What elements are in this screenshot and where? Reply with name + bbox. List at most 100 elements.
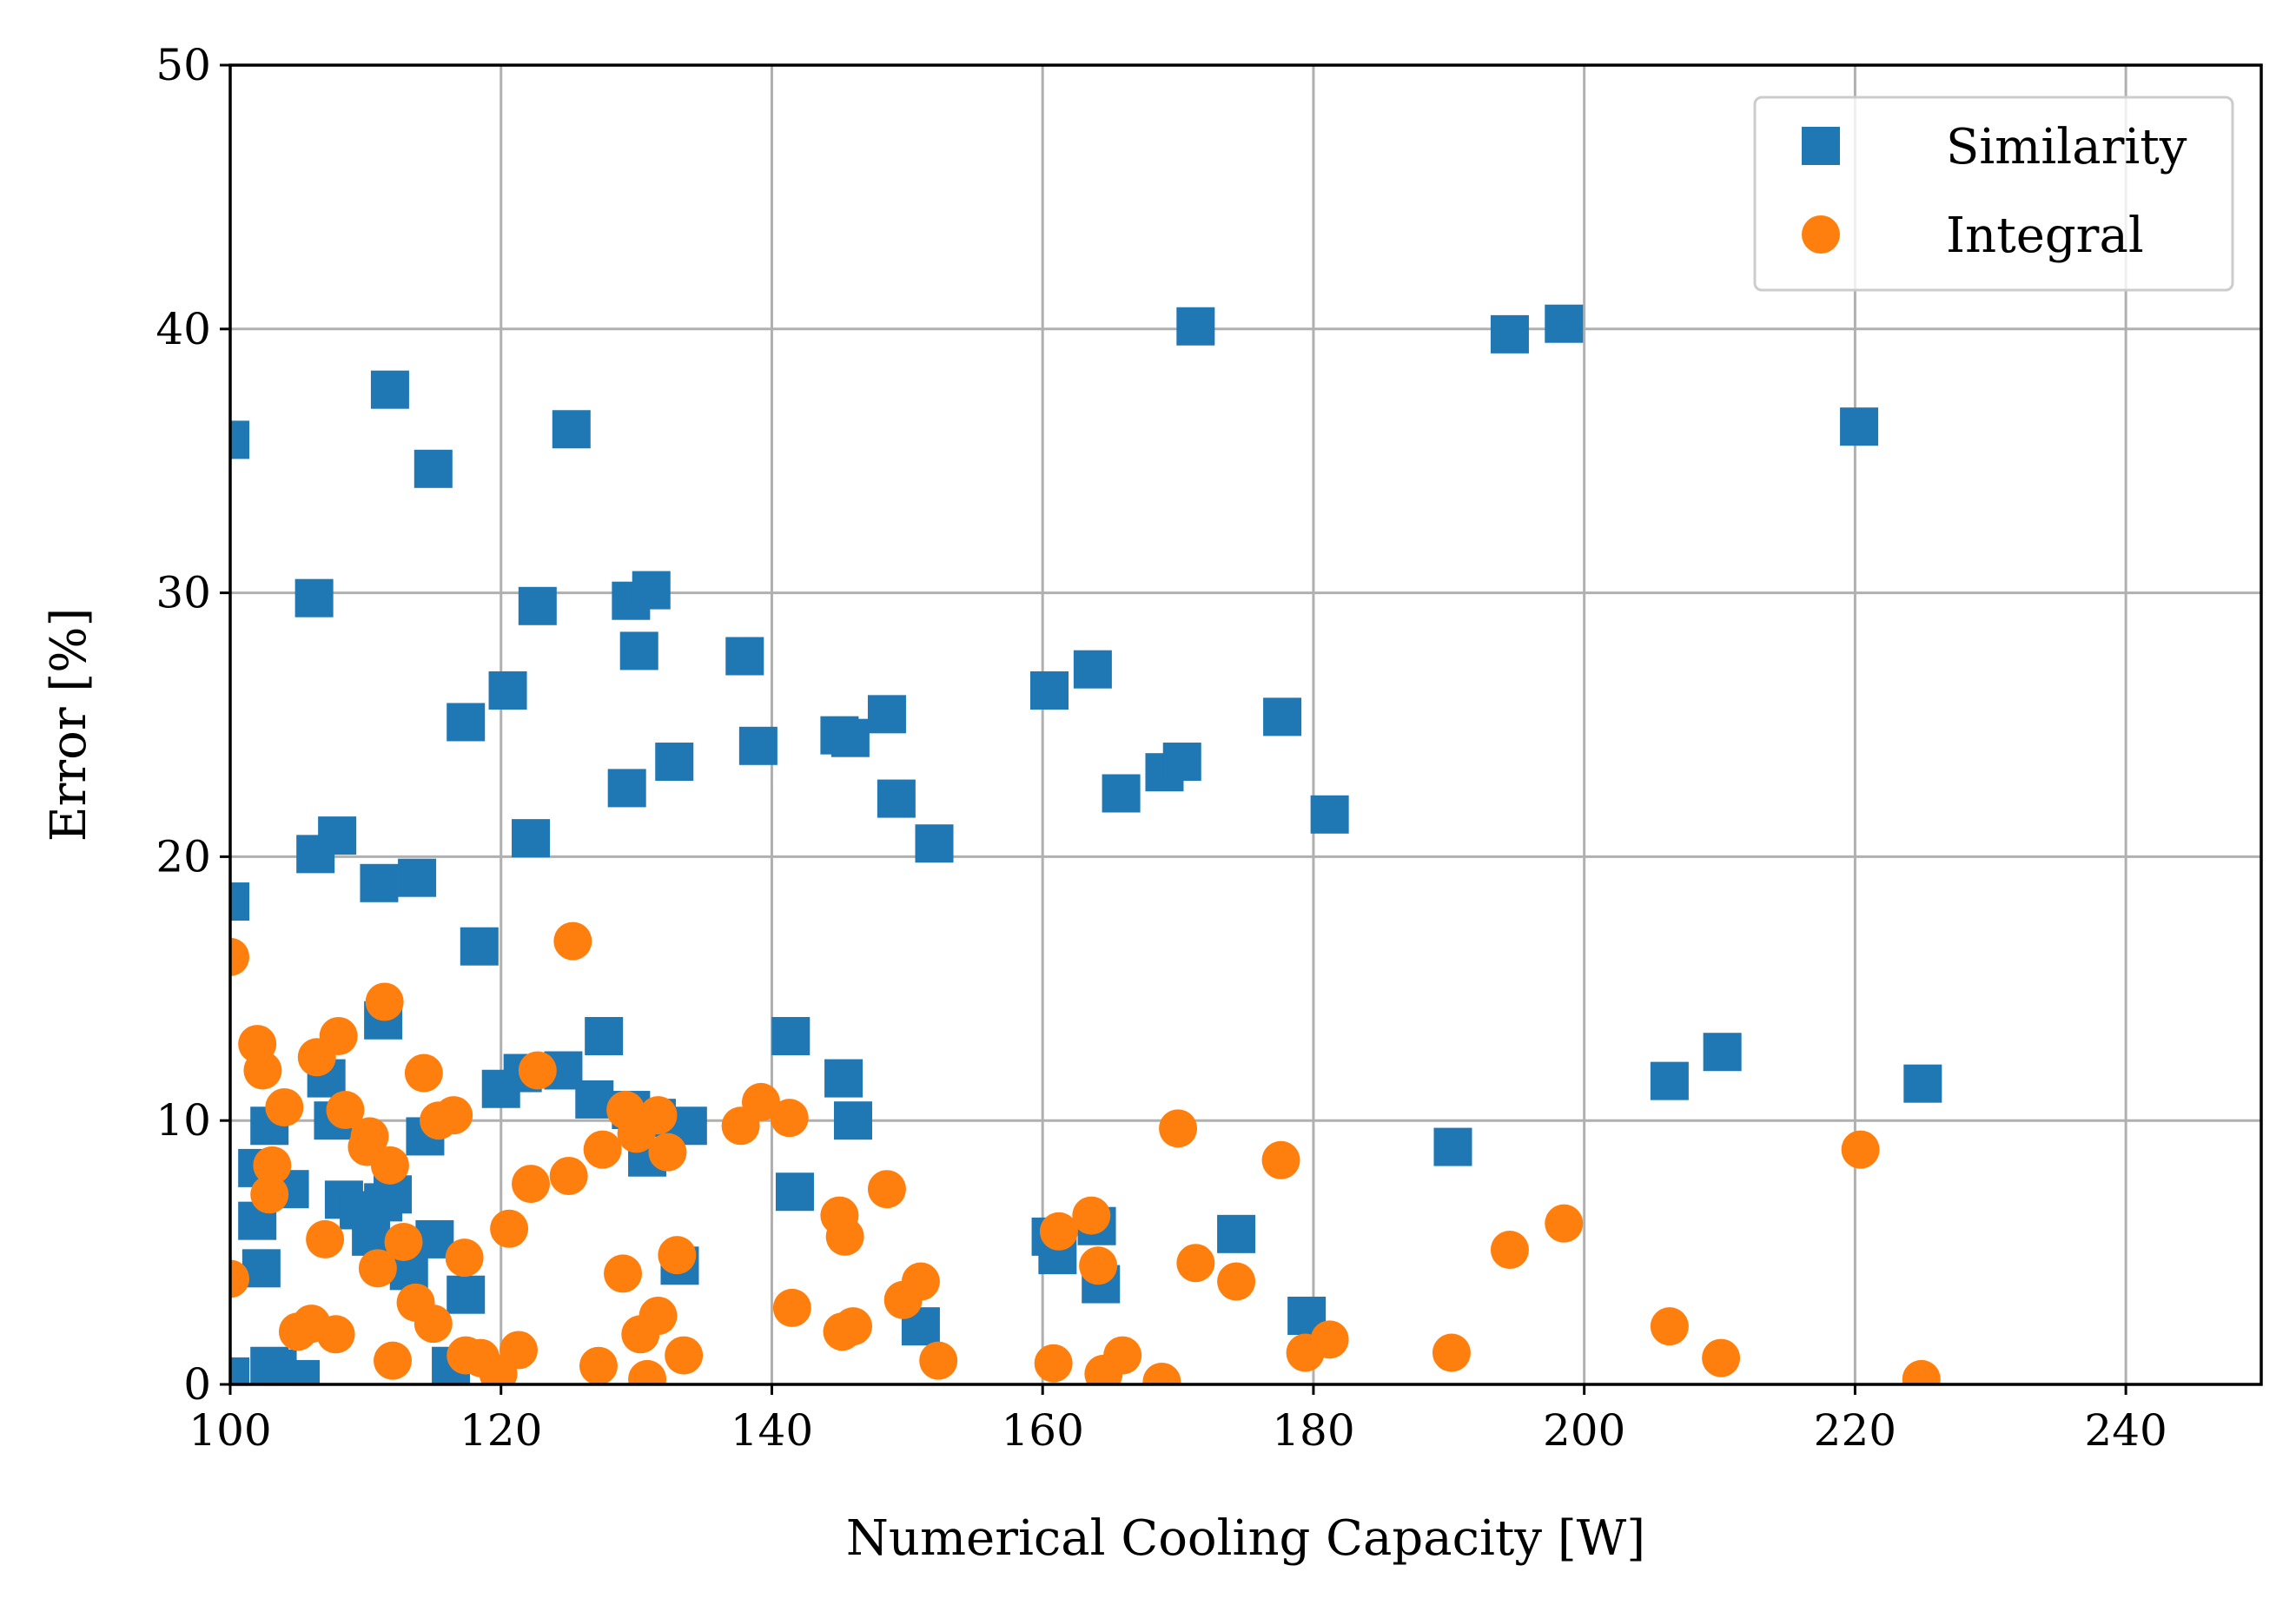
similarity-point: [632, 571, 671, 610]
similarity-point: [725, 637, 764, 676]
integral-point: [1902, 1359, 1941, 1384]
similarity-point: [1263, 697, 1302, 736]
similarity-point: [1102, 774, 1141, 813]
integral-point: [867, 1170, 906, 1209]
similarity-point: [318, 816, 357, 855]
similarity-point: [512, 819, 551, 858]
integral-point: [1034, 1344, 1073, 1383]
integral-point: [512, 1165, 551, 1204]
x-tick-label: 120: [460, 1405, 542, 1456]
integral-point: [833, 1307, 872, 1346]
similarity-point: [488, 671, 527, 710]
integral-point: [1310, 1320, 1349, 1359]
similarity-point: [1217, 1214, 1256, 1253]
integral-point: [374, 1341, 413, 1380]
integral-point: [1176, 1244, 1215, 1283]
integral-point: [1217, 1262, 1256, 1301]
x-axis-label: Numerical Cooling Capacity [W]: [846, 1510, 1645, 1567]
legend-marker-integral: [1802, 215, 1840, 254]
integral-point: [1159, 1109, 1198, 1148]
integral-point: [549, 1156, 588, 1195]
integral-point: [628, 1359, 667, 1384]
integral-point: [1142, 1362, 1181, 1384]
x-tick-label: 100: [189, 1405, 271, 1456]
similarity-point: [414, 449, 453, 488]
integral-point: [319, 1016, 358, 1055]
integral-point: [253, 1146, 292, 1185]
similarity-point: [281, 1359, 321, 1384]
integral-point: [306, 1219, 345, 1258]
similarity-point: [370, 370, 409, 409]
similarity-point: [1073, 650, 1112, 689]
integral-point: [370, 1146, 409, 1185]
integral-point: [901, 1262, 940, 1301]
integral-point: [434, 1096, 473, 1135]
integral-point: [358, 1249, 397, 1288]
similarity-point: [771, 1016, 811, 1055]
integral-point: [648, 1133, 687, 1172]
similarity-point: [1433, 1127, 1472, 1166]
similarity-point: [1703, 1033, 1742, 1072]
y-tick-label: 50: [155, 40, 211, 90]
integral-point: [825, 1217, 864, 1256]
legend: Similarity Integral: [1753, 96, 2234, 292]
x-tick-label: 180: [1272, 1405, 1354, 1456]
y-tick-label: 40: [155, 304, 211, 354]
similarity-point: [867, 695, 906, 734]
x-tick-label: 220: [1814, 1405, 1896, 1456]
y-axis-label: Error [%]: [41, 608, 97, 842]
integral-point: [490, 1209, 529, 1248]
similarity-point: [352, 1217, 391, 1256]
integral-point: [404, 1053, 443, 1093]
similarity-point: [655, 743, 694, 782]
integral-point: [265, 1088, 304, 1127]
integral-point: [1490, 1231, 1529, 1270]
integral-point: [579, 1346, 618, 1384]
y-tick-label: 10: [155, 1095, 211, 1146]
similarity-point: [1029, 671, 1069, 710]
integral-point: [1079, 1246, 1118, 1285]
similarity-point: [518, 586, 557, 625]
similarity-point: [294, 578, 334, 618]
integral-point: [1545, 1204, 1584, 1243]
y-tick-label: 20: [155, 831, 211, 882]
similarity-point: [1162, 743, 1201, 782]
similarity-point: [1176, 307, 1215, 346]
integral-point: [250, 1175, 289, 1214]
integral-point: [1039, 1212, 1078, 1251]
integral-point: [316, 1315, 355, 1354]
integral-point: [665, 1336, 704, 1375]
integral-point: [658, 1236, 697, 1275]
similarity-point: [915, 824, 954, 863]
integral-point: [772, 1288, 811, 1327]
similarity-point: [460, 927, 499, 966]
plot-frame: [228, 63, 2263, 1386]
similarity-point: [1545, 304, 1584, 343]
integral-point: [445, 1238, 484, 1278]
integral-point: [553, 921, 592, 961]
integral-point: [1432, 1333, 1471, 1372]
similarity-point: [830, 718, 870, 757]
integral-point: [1650, 1307, 1689, 1346]
integral-point: [639, 1297, 678, 1336]
similarity-point: [552, 410, 591, 449]
integral-point: [770, 1099, 809, 1138]
integral-point: [230, 937, 249, 976]
integral-point: [583, 1130, 622, 1169]
legend-marker-similarity: [1802, 127, 1840, 165]
x-tick-label: 200: [1543, 1405, 1625, 1456]
similarity-point: [824, 1059, 863, 1098]
integral-point: [365, 982, 404, 1021]
data-points: [230, 304, 1942, 1384]
integral-point: [741, 1082, 780, 1121]
similarity-point: [447, 1275, 486, 1314]
legend-label-similarity: Similarity: [1946, 119, 2187, 175]
integral-point: [518, 1051, 557, 1090]
x-tick-label: 240: [2084, 1405, 2167, 1456]
similarity-point: [619, 631, 658, 670]
integral-point: [639, 1096, 678, 1135]
integral-point: [243, 1051, 282, 1090]
similarity-point: [360, 863, 399, 902]
